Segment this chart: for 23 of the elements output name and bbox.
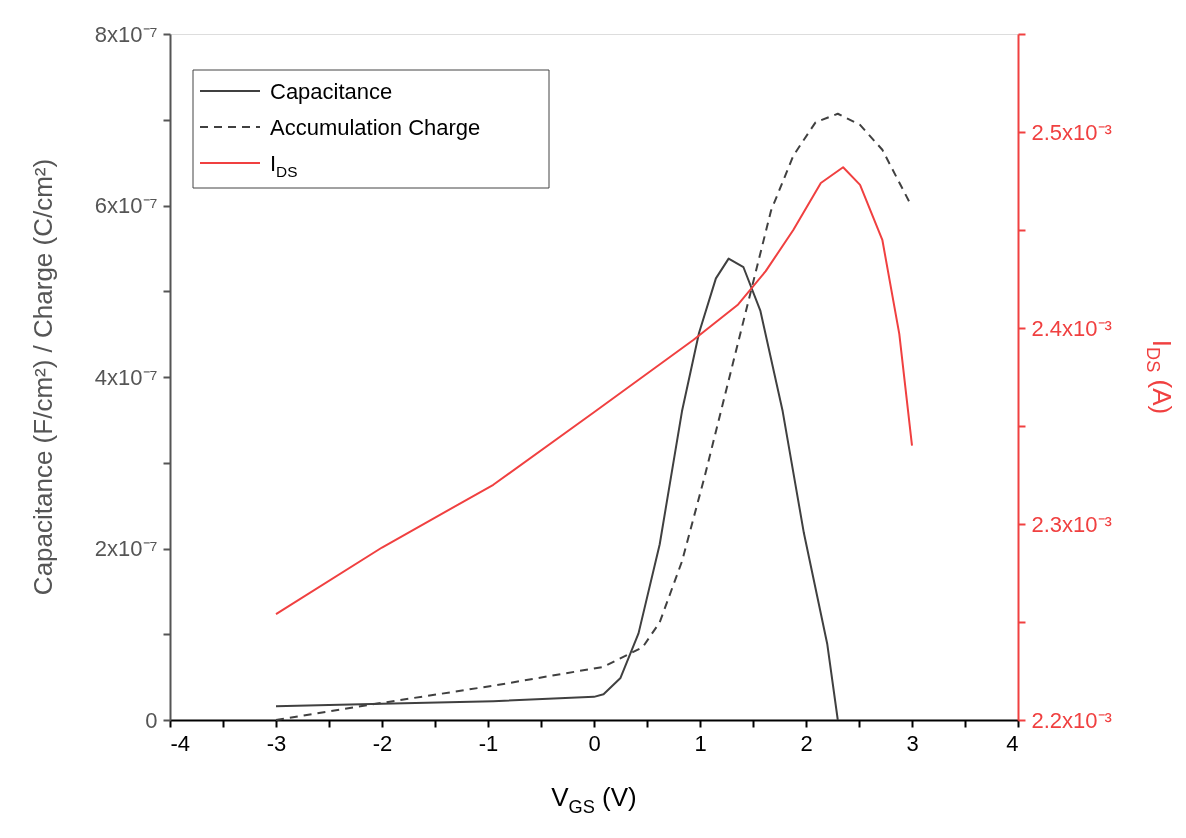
x-tick-label: -1 <box>478 730 499 756</box>
legend-label: Capacitance <box>270 79 393 104</box>
line-series <box>275 166 913 616</box>
y-tick-label: 2x10⁻⁷ <box>94 536 158 561</box>
x-tick-label: 3 <box>906 730 919 756</box>
x-tick-label: -2 <box>372 730 393 756</box>
y-tick-label: 6x10⁻⁷ <box>94 193 158 218</box>
y2-axis-title: IDS (A) <box>1142 339 1177 415</box>
y-tick-label: 0 <box>145 707 158 733</box>
x-tick-label: -3 <box>266 730 287 756</box>
x-tick-label: 2 <box>800 730 813 756</box>
x-tick-label: 0 <box>588 730 601 756</box>
y2-tick-label: 2.2x10⁻³ <box>1031 707 1112 733</box>
x-tick-label: -4 <box>170 730 191 756</box>
y-tick-label: 4x10⁻⁷ <box>94 364 158 390</box>
x-tick-label: 1 <box>694 730 707 756</box>
y-axis-title: Capacitance (F/cm²) / Charge (C/cm²) <box>28 158 58 596</box>
x-tick-label: 4 <box>1006 730 1019 756</box>
y2-tick-label: 2.3x10⁻³ <box>1031 511 1112 537</box>
legend-label: Accumulation Charge <box>270 115 481 140</box>
y-tick-label: 8x10⁻⁷ <box>94 21 158 47</box>
y2-tick-label: 2.5x10⁻³ <box>1031 119 1112 145</box>
y2-tick-label: 2.4x10⁻³ <box>1031 315 1112 341</box>
